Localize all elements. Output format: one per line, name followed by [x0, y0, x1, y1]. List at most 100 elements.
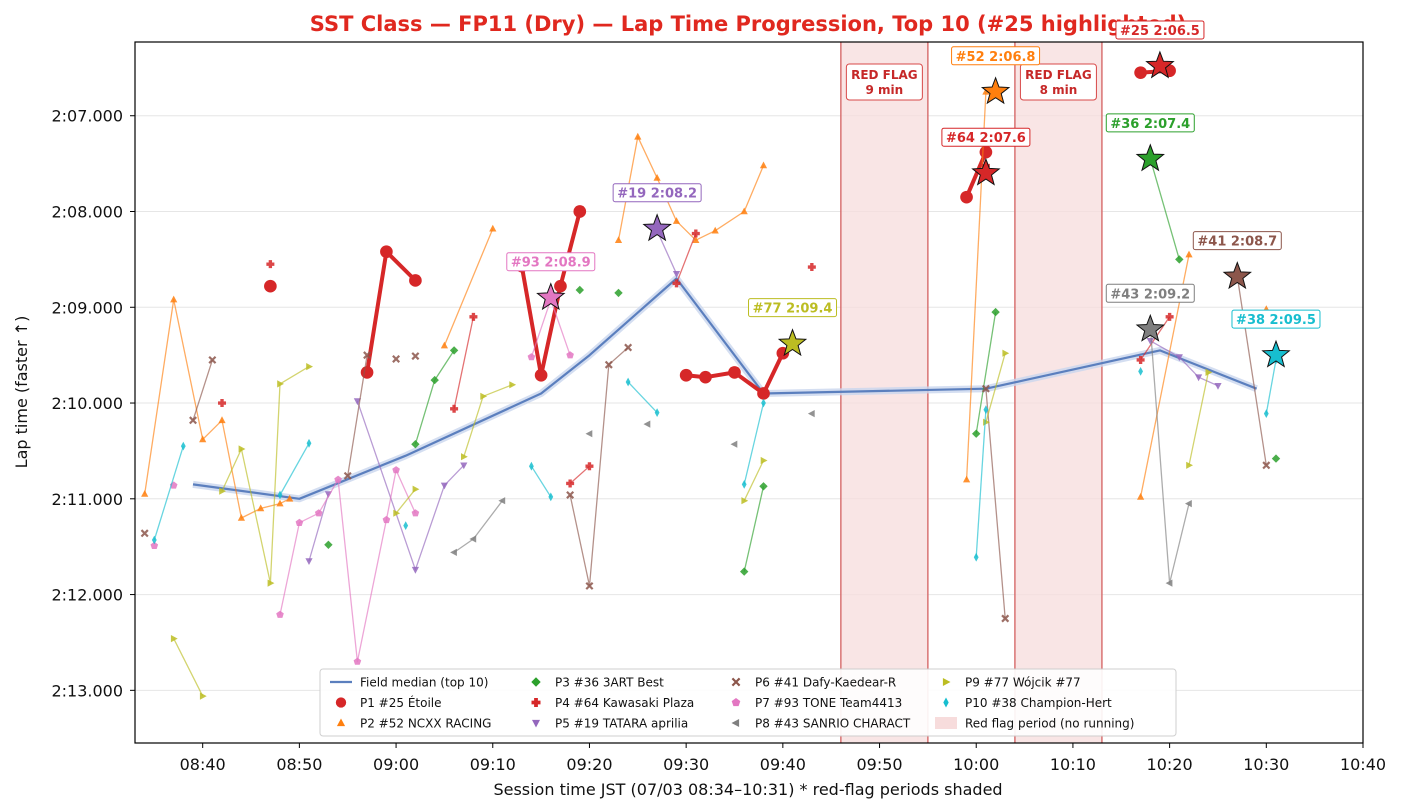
series-line	[617, 136, 765, 241]
data-point	[199, 692, 207, 700]
best-lap-label: #64 2:07.6	[946, 131, 1026, 146]
legend-swatch	[531, 698, 541, 707]
best-lap-label-box	[506, 252, 596, 272]
data-point	[267, 579, 275, 587]
data-point	[393, 509, 401, 517]
series-line	[443, 228, 494, 346]
data-point	[566, 351, 574, 359]
data-point	[489, 224, 497, 232]
data-point	[1137, 492, 1145, 500]
data-point	[199, 435, 207, 443]
data-point	[963, 475, 971, 483]
data-point	[460, 462, 468, 470]
legend-swatch	[942, 678, 951, 686]
y-tick-label: 2:10.000	[51, 394, 123, 413]
data-point	[238, 445, 246, 453]
data-point	[409, 274, 422, 287]
data-point	[1195, 374, 1203, 382]
red-flag-label: RED FLAG	[1025, 68, 1092, 82]
data-point	[218, 399, 227, 408]
best-lap-star	[1135, 313, 1165, 342]
data-point	[218, 416, 226, 424]
x-tick-label: 09:30	[663, 755, 709, 774]
series-line	[153, 445, 184, 541]
legend-swatch	[943, 697, 949, 708]
data-point	[625, 377, 631, 387]
data-point	[585, 462, 594, 471]
red-flag-label-box	[845, 63, 923, 101]
series-line	[985, 353, 1006, 423]
data-point	[991, 307, 1000, 317]
y-tick-label: 2:09.000	[51, 298, 123, 317]
data-point	[614, 236, 623, 243]
data-point	[972, 429, 981, 438]
data-point	[741, 497, 749, 505]
best-lap-label: #36 2:07.4	[1110, 117, 1190, 132]
data-point	[566, 490, 575, 499]
data-point	[807, 263, 816, 272]
data-point	[411, 440, 420, 449]
data-point	[575, 285, 584, 295]
data-point	[711, 226, 719, 234]
y-tick-label: 2:13.000	[51, 681, 123, 700]
best-lap-label: #52 2:06.8	[956, 50, 1036, 65]
legend-swatch	[731, 719, 740, 727]
data-point	[1165, 312, 1174, 321]
data-point	[982, 87, 990, 95]
series-p5-19-tatara-aprilia	[305, 227, 1222, 574]
legend-label: P6 #41 Dafy-Kaedear-R	[755, 676, 896, 690]
y-tick-label: 2:07.000	[51, 107, 123, 126]
data-point	[983, 405, 989, 415]
data-point	[634, 132, 642, 140]
data-point	[360, 366, 374, 379]
legend-swatch	[935, 717, 957, 729]
legend-swatch	[731, 698, 741, 707]
x-tick-label: 08:50	[276, 755, 322, 774]
series-line	[279, 442, 310, 496]
red-flag-label: RED FLAG	[851, 68, 918, 82]
legend-entry: P7 #93 TONE Team4413	[731, 696, 902, 710]
best-lap-label-box	[1192, 231, 1282, 251]
series-line	[1149, 158, 1180, 260]
data-point	[728, 366, 741, 379]
data-point	[740, 567, 749, 576]
data-point	[170, 635, 178, 643]
data-point	[643, 420, 651, 428]
legend-label: P3 #36 3ART Best	[555, 676, 664, 690]
best-lap-star	[536, 282, 566, 311]
x-axis-label: Session time JST (07/03 08:34–10:31) * r…	[493, 780, 1002, 799]
data-point	[1185, 250, 1193, 258]
legend-label: Red flag period (no running)	[965, 717, 1134, 731]
x-tick-label: 10:20	[1147, 755, 1193, 774]
series-line	[1236, 276, 1267, 466]
data-point	[380, 245, 393, 259]
data-point	[411, 352, 420, 361]
series-line	[221, 366, 310, 584]
best-lap-label: #93 2:08.9	[511, 256, 591, 271]
data-point	[276, 499, 284, 507]
data-point	[411, 509, 420, 517]
grid-lines	[135, 115, 1363, 691]
series-line	[347, 355, 368, 476]
legend-entry: P8 #43 SANRIO CHARACT	[731, 717, 911, 731]
series-line	[173, 638, 204, 697]
data-point	[761, 398, 766, 408]
data-point	[527, 353, 536, 361]
best-lap-label-box	[1105, 113, 1195, 133]
data-point	[585, 581, 594, 590]
best-lap-label: #41 2:08.7	[1197, 235, 1277, 250]
best-lap-label-box	[951, 46, 1041, 66]
data-point	[692, 236, 700, 243]
data-point	[1001, 614, 1010, 623]
data-point	[1175, 255, 1184, 264]
data-point	[498, 497, 506, 505]
legend-swatch	[335, 697, 347, 708]
series-p7-93-tone-team4413	[150, 295, 574, 665]
data-point	[306, 438, 312, 448]
x-tick-label: 09:20	[566, 755, 612, 774]
data-point	[469, 535, 477, 543]
series-line	[743, 460, 765, 501]
data-point	[1185, 500, 1192, 508]
best-lap-annotations: #25 2:06.5 #52 2:06.8 #36 2:07.4 #64 2:07.6…	[506, 20, 1321, 368]
